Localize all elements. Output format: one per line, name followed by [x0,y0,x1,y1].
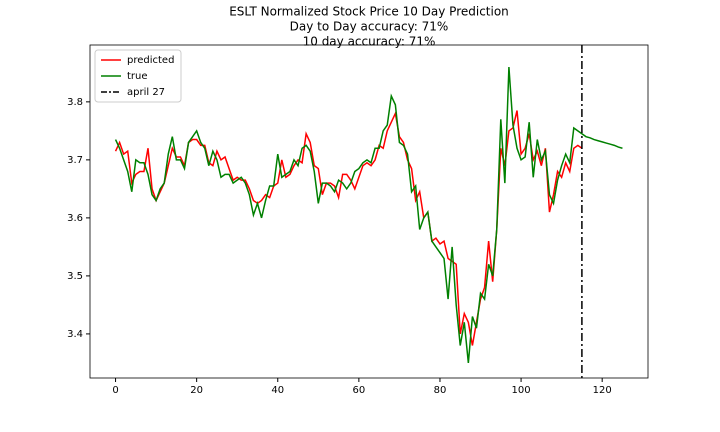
series-line [114,66,623,363]
x-tick-label: 120 [593,385,612,396]
legend-label: april 27 [127,87,165,98]
y-tick-label: 3.6 [67,213,83,224]
x-tick-label: 80 [434,385,447,396]
x-tick-label: 0 [112,385,118,396]
legend-box [94,49,182,103]
plot-frame [89,44,649,379]
x-tick-label: 100 [512,385,531,396]
chart-title: Day to Day accuracy: 71% [290,20,449,34]
series-line [114,110,583,346]
legend-label: true [127,71,148,82]
y-tick-label: 3.5 [67,271,83,282]
y-tick-label: 3.7 [67,155,83,166]
x-tick-label: 60 [352,385,365,396]
chart-title: ESLT Normalized Stock Price 10 Day Predi… [229,5,509,19]
x-tick-label: 40 [271,385,284,396]
chart-title: 10 day accuracy: 71% [303,35,436,49]
legend-label: predicted [127,55,174,66]
y-tick-label: 3.4 [67,329,83,340]
y-tick-label: 3.8 [67,97,83,108]
x-tick-label: 20 [190,385,203,396]
